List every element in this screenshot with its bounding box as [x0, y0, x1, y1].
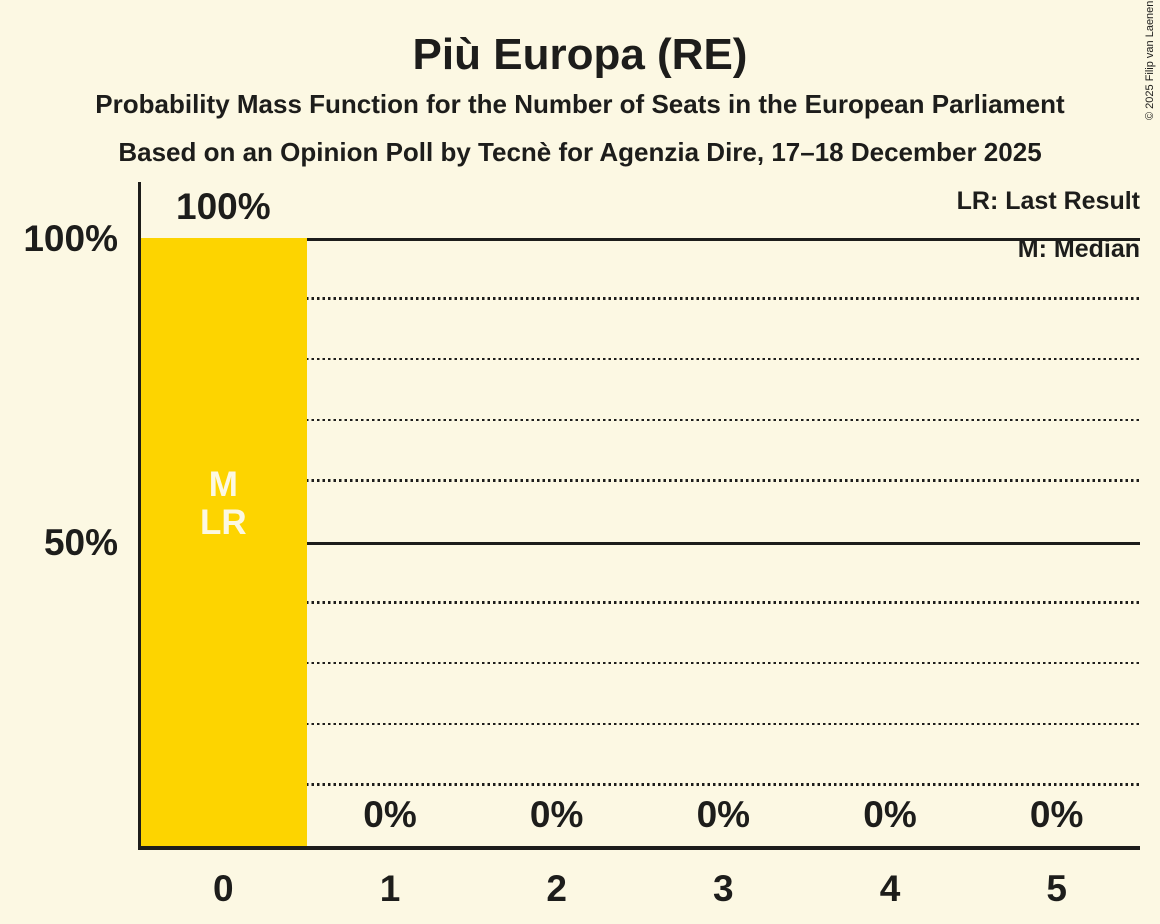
- gridline-70pct: [141, 418, 1140, 422]
- bar-value-label-seats-3: 0%: [696, 793, 751, 835]
- gridline-10pct: [141, 783, 1140, 786]
- chart-source-line: Based on an Opinion Poll by Tecnè for Ag…: [118, 137, 1042, 167]
- bar-seats-0: [141, 237, 307, 846]
- bar-value-label-seats-2: 0%: [529, 793, 584, 835]
- y-axis-label-50pct: 50%: [43, 522, 118, 563]
- x-axis-label-seats-2: 2: [546, 868, 567, 909]
- x-axis-label-seats-0: 0: [213, 868, 234, 909]
- chart-title: Più Europa (RE): [412, 30, 748, 79]
- x-axis-label-seats-3: 3: [713, 868, 734, 909]
- bar-value-label-seats-1: 0%: [363, 793, 417, 835]
- bar-value-label-seats-5: 0%: [1029, 793, 1084, 835]
- gridline-40pct: [141, 601, 1140, 604]
- median-marker: M: [208, 464, 238, 504]
- x-axis-label-seats-1: 1: [379, 868, 401, 909]
- gridline-50pct: [141, 541, 1140, 545]
- last-result-marker: LR: [200, 502, 247, 542]
- gridline-100pct: [141, 237, 1140, 241]
- x-axis-line: [138, 845, 1140, 850]
- x-axis-label-seats-4: 4: [879, 868, 901, 909]
- median-last-result-marker: M LR: [140, 464, 306, 542]
- bar-value-label-seats-0: 100%: [176, 185, 271, 227]
- legend-median: M: Median: [1017, 235, 1140, 263]
- bar-value-label-seats-4: 0%: [863, 793, 917, 835]
- gridline-80pct: [141, 357, 1140, 361]
- gridline-60pct: [141, 479, 1140, 482]
- gridline-20pct: [141, 722, 1140, 726]
- y-axis-line: [138, 182, 141, 850]
- gridline-90pct: [141, 297, 1140, 300]
- chart-subtitle: Probability Mass Function for the Number…: [95, 89, 1065, 119]
- gridline-30pct: [141, 661, 1140, 665]
- y-axis-label-100pct: 100%: [23, 218, 118, 259]
- x-axis-label-seats-5: 5: [1046, 868, 1067, 909]
- legend-last-result: LR: Last Result: [956, 187, 1140, 215]
